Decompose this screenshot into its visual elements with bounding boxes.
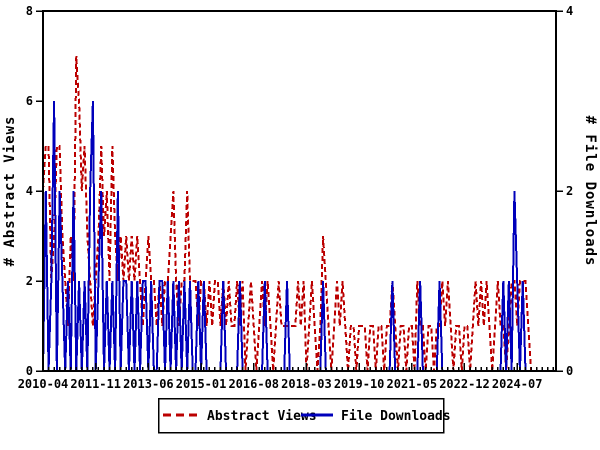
right-axis-title: # File Downloads [582,116,598,267]
left-axis-title: # Abstract Views [2,116,18,267]
legend: Abstract Views File Downloads [157,397,451,434]
x-tick-label: 2016-08 [228,377,279,391]
abstract-views-line [42,55,556,372]
x-tick-label: 2018-03 [281,377,332,391]
legend-label-file-downloads: File Downloads [341,409,451,424]
x-tick-label: 2010-04 [18,377,69,391]
left-y-tick-label: 8 [26,4,33,18]
left-y-tick-label: 4 [26,184,33,198]
series-layer [42,55,556,372]
left-y-tick-label: 2 [26,274,33,288]
right-y-tick-label: 0 [566,364,573,378]
x-tick-label: 2015-01 [176,377,227,391]
x-tick-label: 2024-07 [492,377,543,391]
tick-label-layer: 2010-04 2011-11 2013-06 2015-01 2016-08 2018-… [18,4,574,391]
x-tick-label: 2022-12 [439,377,490,391]
x-tick-label: 2019-10 [334,377,385,391]
right-y-tick-label: 2 [566,184,573,198]
left-y-tick-label: 0 [26,364,33,378]
x-tick-label: 2011-11 [70,377,121,391]
left-y-tick-label: 6 [26,94,33,108]
right-y-tick-label: 4 [566,4,573,18]
file-downloads-line [42,100,556,372]
legend-label-abstract-views: Abstract Views [207,409,317,424]
x-tick-label: 2013-06 [123,377,174,391]
x-tick-label: 2021-05 [387,377,438,391]
axis-layer [36,10,563,372]
